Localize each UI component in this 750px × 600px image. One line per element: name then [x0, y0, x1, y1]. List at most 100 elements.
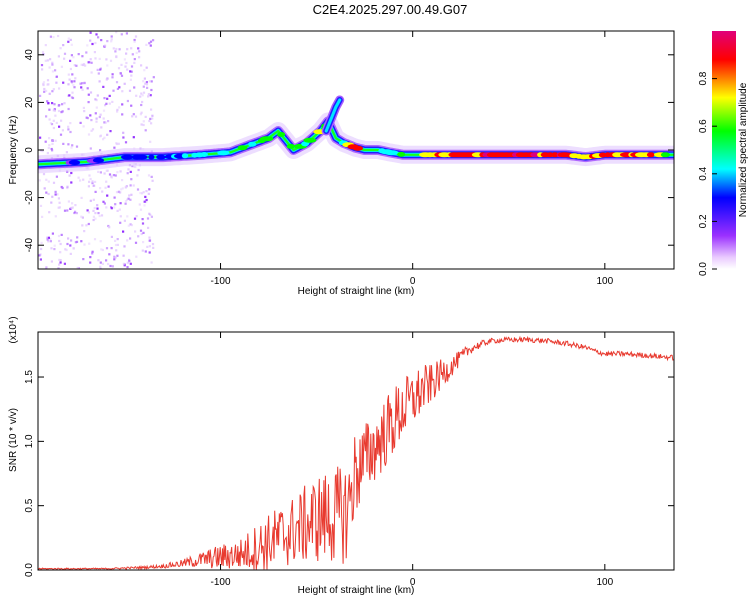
noise-speckle — [89, 39, 92, 42]
noise-speckle — [58, 263, 61, 266]
noise-speckle — [81, 55, 84, 58]
noise-speckle — [101, 262, 104, 265]
noise-speckle — [55, 175, 58, 178]
noise-speckle — [148, 42, 151, 45]
noise-speckle — [100, 39, 103, 42]
noise-speckle — [53, 244, 56, 247]
noise-speckle — [117, 142, 120, 145]
noise-speckle — [87, 133, 91, 136]
noise-speckle — [108, 94, 111, 97]
noise-speckle — [68, 78, 71, 81]
noise-speckle — [38, 179, 41, 182]
noise-speckle — [138, 56, 141, 59]
noise-speckle — [80, 215, 83, 218]
noise-speckle — [147, 192, 150, 195]
noise-speckle — [55, 121, 58, 124]
noise-speckle — [39, 258, 42, 261]
noise-speckle — [87, 211, 90, 214]
snr-line — [38, 335, 674, 570]
noise-speckle — [105, 180, 108, 183]
noise-speckle — [65, 248, 68, 252]
noise-speckle — [145, 198, 148, 202]
noise-speckle — [100, 126, 103, 129]
noise-speckle — [69, 59, 72, 62]
noise-speckle — [109, 59, 113, 62]
noise-speckle — [119, 72, 122, 75]
noise-speckle — [67, 37, 70, 40]
noise-speckle — [40, 64, 44, 67]
noise-speckle — [119, 215, 122, 218]
noise-speckle — [69, 67, 72, 71]
noise-speckle — [58, 125, 61, 128]
noise-speckle — [67, 128, 70, 131]
noise-speckle — [151, 114, 154, 117]
noise-speckle — [54, 139, 57, 142]
noise-speckle — [45, 89, 48, 92]
noise-speckle — [94, 112, 97, 115]
noise-speckle — [106, 194, 109, 197]
noise-speckle — [124, 186, 127, 189]
noise-speckle — [51, 149, 54, 152]
noise-speckle — [57, 234, 61, 238]
noise-speckle — [53, 248, 56, 251]
noise-speckle — [48, 108, 51, 111]
noise-speckle — [87, 185, 90, 188]
noise-speckle — [94, 180, 97, 183]
noise-speckle — [85, 224, 88, 227]
noise-speckle — [65, 151, 68, 154]
noise-speckle — [105, 102, 108, 105]
noise-speckle — [67, 73, 70, 76]
noise-speckle — [141, 249, 144, 252]
noise-speckle — [89, 31, 92, 34]
noise-speckle — [92, 218, 95, 222]
noise-speckle — [141, 192, 144, 195]
noise-speckle — [77, 176, 80, 179]
noise-speckle — [76, 266, 79, 269]
noise-speckle — [81, 216, 84, 219]
ridge-blob — [200, 152, 208, 157]
noise-speckle — [128, 194, 131, 197]
noise-speckle — [116, 254, 119, 257]
noise-speckle — [63, 57, 66, 60]
noise-speckle — [138, 50, 141, 53]
noise-speckle — [60, 233, 63, 236]
noise-speckle — [51, 232, 54, 235]
noise-speckle — [144, 115, 147, 118]
noise-speckle — [57, 267, 60, 269]
y-tick-label: 40 — [24, 49, 35, 61]
noise-speckle — [46, 238, 49, 241]
noise-speckle — [145, 43, 148, 46]
noise-speckle — [104, 104, 107, 107]
noise-speckle — [102, 200, 105, 203]
noise-speckle — [95, 99, 98, 102]
noise-speckle — [89, 256, 92, 259]
noise-speckle — [148, 251, 151, 254]
colorbar-gradient — [712, 31, 736, 269]
noise-speckle — [152, 39, 155, 42]
noise-speckle — [83, 81, 86, 84]
noise-speckle — [135, 215, 138, 218]
noise-speckle — [145, 66, 148, 69]
noise-speckle — [95, 120, 98, 123]
noise-speckle — [144, 129, 147, 132]
noise-speckle — [40, 241, 43, 244]
noise-speckle — [100, 248, 103, 251]
noise-speckle — [134, 115, 138, 118]
noise-speckle — [71, 91, 74, 94]
noise-speckle — [93, 206, 96, 210]
noise-speckle — [114, 243, 118, 247]
noise-speckle — [68, 174, 71, 177]
noise-speckle — [105, 78, 108, 81]
noise-speckle — [149, 117, 152, 120]
noise-speckle — [73, 64, 76, 67]
spectrogram-xlabel: Height of straight line (km) — [298, 286, 415, 297]
noise-speckle — [115, 81, 119, 84]
noise-speckle — [86, 117, 89, 120]
noise-speckle — [67, 107, 70, 111]
noise-speckle — [47, 83, 50, 86]
noise-speckle — [45, 115, 48, 118]
noise-speckle — [134, 230, 137, 233]
noise-speckle — [43, 87, 46, 91]
noise-speckle — [91, 42, 94, 46]
